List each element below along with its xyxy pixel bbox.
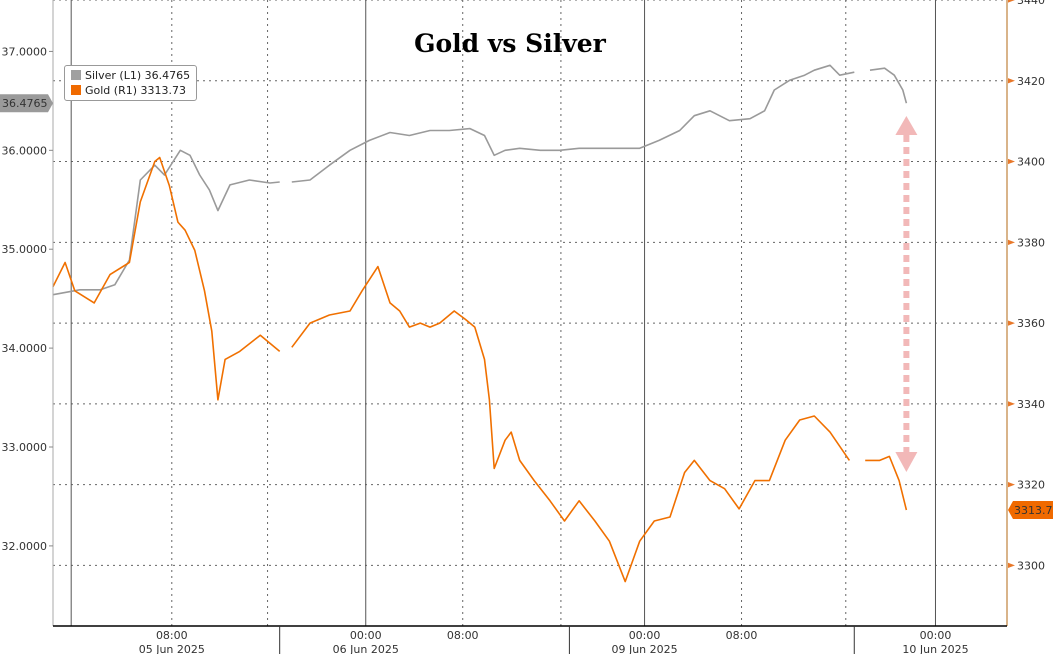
x-tick-time: 08:00 <box>726 629 758 642</box>
x-tick-date: 05 Jun 2025 <box>139 643 205 654</box>
silver-last-value-tag <box>0 94 53 113</box>
right-tick-label: 3420 <box>1017 75 1045 88</box>
x-tick-time: 00:00 <box>350 629 382 642</box>
right-tick-label: 3360 <box>1017 317 1045 330</box>
tick-mark <box>1007 320 1015 327</box>
legend-item-gold: Gold (R1) 3313.73 <box>71 83 190 98</box>
x-tick-date: 09 Jun 2025 <box>611 643 677 654</box>
legend-name: Silver <box>85 69 116 82</box>
legend-value: 36.4765 <box>144 69 191 82</box>
legend-axis: (L1) <box>119 69 142 82</box>
tick-mark <box>1007 0 1015 3</box>
annotation-arrow-head-up <box>895 116 918 135</box>
left-tick-label: 36.0000 <box>2 144 48 157</box>
chart-title: Gold vs Silver <box>414 29 606 58</box>
left-tick-label: 34.0000 <box>2 342 48 355</box>
gold-last-value: 3313.73 <box>1014 504 1053 517</box>
x-tick-time: 00:00 <box>629 629 661 642</box>
left-tick-label: 33.0000 <box>2 441 48 454</box>
gold-last-value-tag <box>1008 500 1053 519</box>
series-line-gold <box>52 156 908 583</box>
x-tick-date: 10 Jun 2025 <box>902 643 968 654</box>
annotation-arrow-head-down <box>895 452 918 472</box>
legend: Silver (L1) 36.4765 Gold (R1) 3313.73 <box>64 65 198 101</box>
right-tick-label: 3400 <box>1017 156 1045 169</box>
left-tick-label: 35.0000 <box>2 243 48 256</box>
right-tick-label: 3300 <box>1017 559 1045 572</box>
x-tick-time: 00:00 <box>920 629 952 642</box>
legend-name: Gold <box>85 84 111 97</box>
right-tick-label: 3320 <box>1017 479 1045 492</box>
legend-item-silver: Silver (L1) 36.4765 <box>71 68 190 83</box>
legend-axis: (R1) <box>113 84 138 97</box>
left-tick-label: 32.0000 <box>2 540 48 553</box>
tick-mark <box>1007 400 1015 407</box>
x-tick-time: 08:00 <box>156 629 188 642</box>
tick-mark <box>1007 562 1015 569</box>
gold-swatch <box>71 85 81 95</box>
tick-mark <box>1007 239 1015 246</box>
tick-mark <box>1007 77 1015 84</box>
silver-last-value: 36.4765 <box>2 97 48 110</box>
left-tick-label: 37.0000 <box>2 45 48 58</box>
silver-swatch <box>71 70 81 80</box>
right-tick-label: 3440 <box>1017 0 1045 7</box>
legend-value: 3313.73 <box>140 84 187 97</box>
right-tick-label: 3340 <box>1017 398 1045 411</box>
tick-mark <box>1007 158 1015 165</box>
series-line-silver <box>52 64 908 296</box>
right-tick-label: 3380 <box>1017 236 1045 249</box>
x-tick-date: 06 Jun 2025 <box>333 643 399 654</box>
tick-mark <box>1007 481 1015 488</box>
x-tick-time: 08:00 <box>447 629 479 642</box>
